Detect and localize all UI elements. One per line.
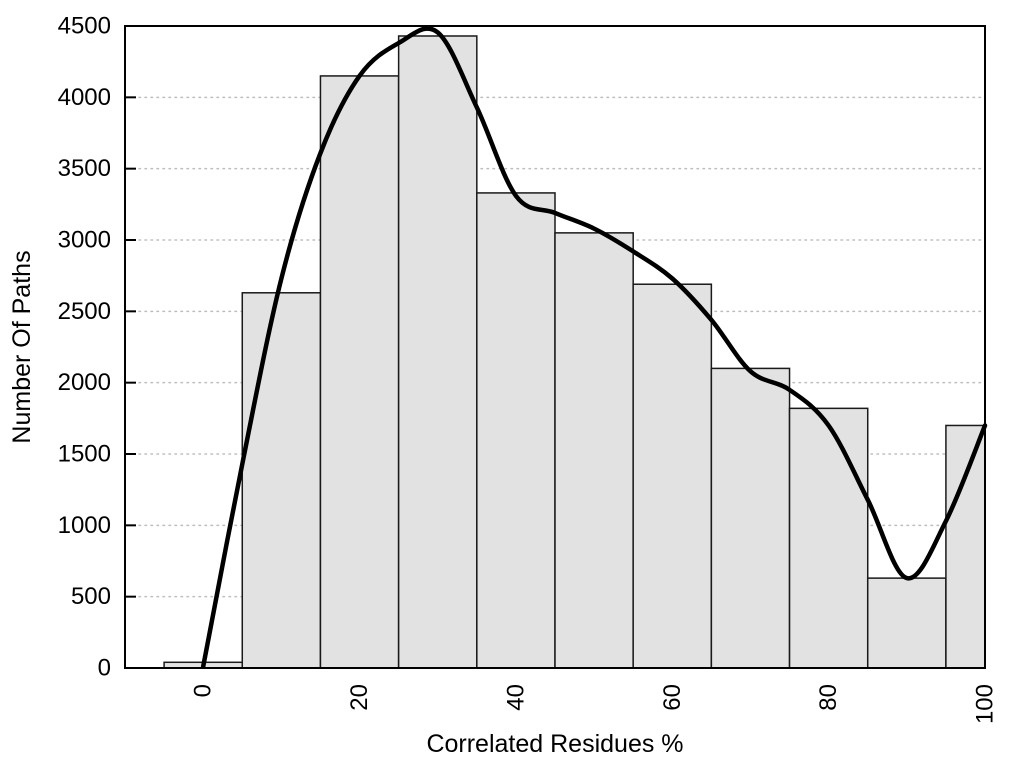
x-tick-label: 0 xyxy=(190,684,217,697)
histogram-bar xyxy=(476,192,556,669)
y-tick-label: 4500 xyxy=(58,13,111,40)
x-tick-label: 80 xyxy=(815,684,842,711)
histogram-bar xyxy=(945,424,986,669)
smooth-curve xyxy=(200,26,988,669)
y-tick-label: 0 xyxy=(98,655,111,682)
y-tick-label: 1000 xyxy=(58,512,111,539)
y-tick-label: 2500 xyxy=(58,298,111,325)
y-tick-label: 1500 xyxy=(58,441,111,468)
x-tick-label: 40 xyxy=(502,684,529,711)
histogram-bar xyxy=(788,407,869,669)
histogram-bar xyxy=(866,577,947,669)
plot-area: 0 500 1000 1500 2000 2500 3000 3500 4000 4500 0 20 4… xyxy=(58,13,999,725)
plot-border xyxy=(124,25,986,669)
y-tick-label: 500 xyxy=(71,583,111,610)
y-tick-label: 4000 xyxy=(58,84,111,111)
histogram-bar xyxy=(554,232,634,669)
x-tick-label: 20 xyxy=(346,684,373,711)
y-tick-label: 3000 xyxy=(58,227,111,254)
x-axis-title: Correlated Residues % xyxy=(426,730,683,758)
y-tick-label: 3500 xyxy=(58,155,111,182)
x-tick-label: 100 xyxy=(972,684,999,724)
x-tick-label: 60 xyxy=(659,684,686,711)
histogram-bar xyxy=(710,367,791,669)
histogram-bar xyxy=(397,35,478,669)
histogram-bar xyxy=(241,292,322,669)
histogram-bar xyxy=(632,283,713,669)
y-tick-label: 2000 xyxy=(58,369,111,396)
histogram-bar xyxy=(319,75,400,669)
y-axis-title: Number Of Paths xyxy=(8,250,36,443)
